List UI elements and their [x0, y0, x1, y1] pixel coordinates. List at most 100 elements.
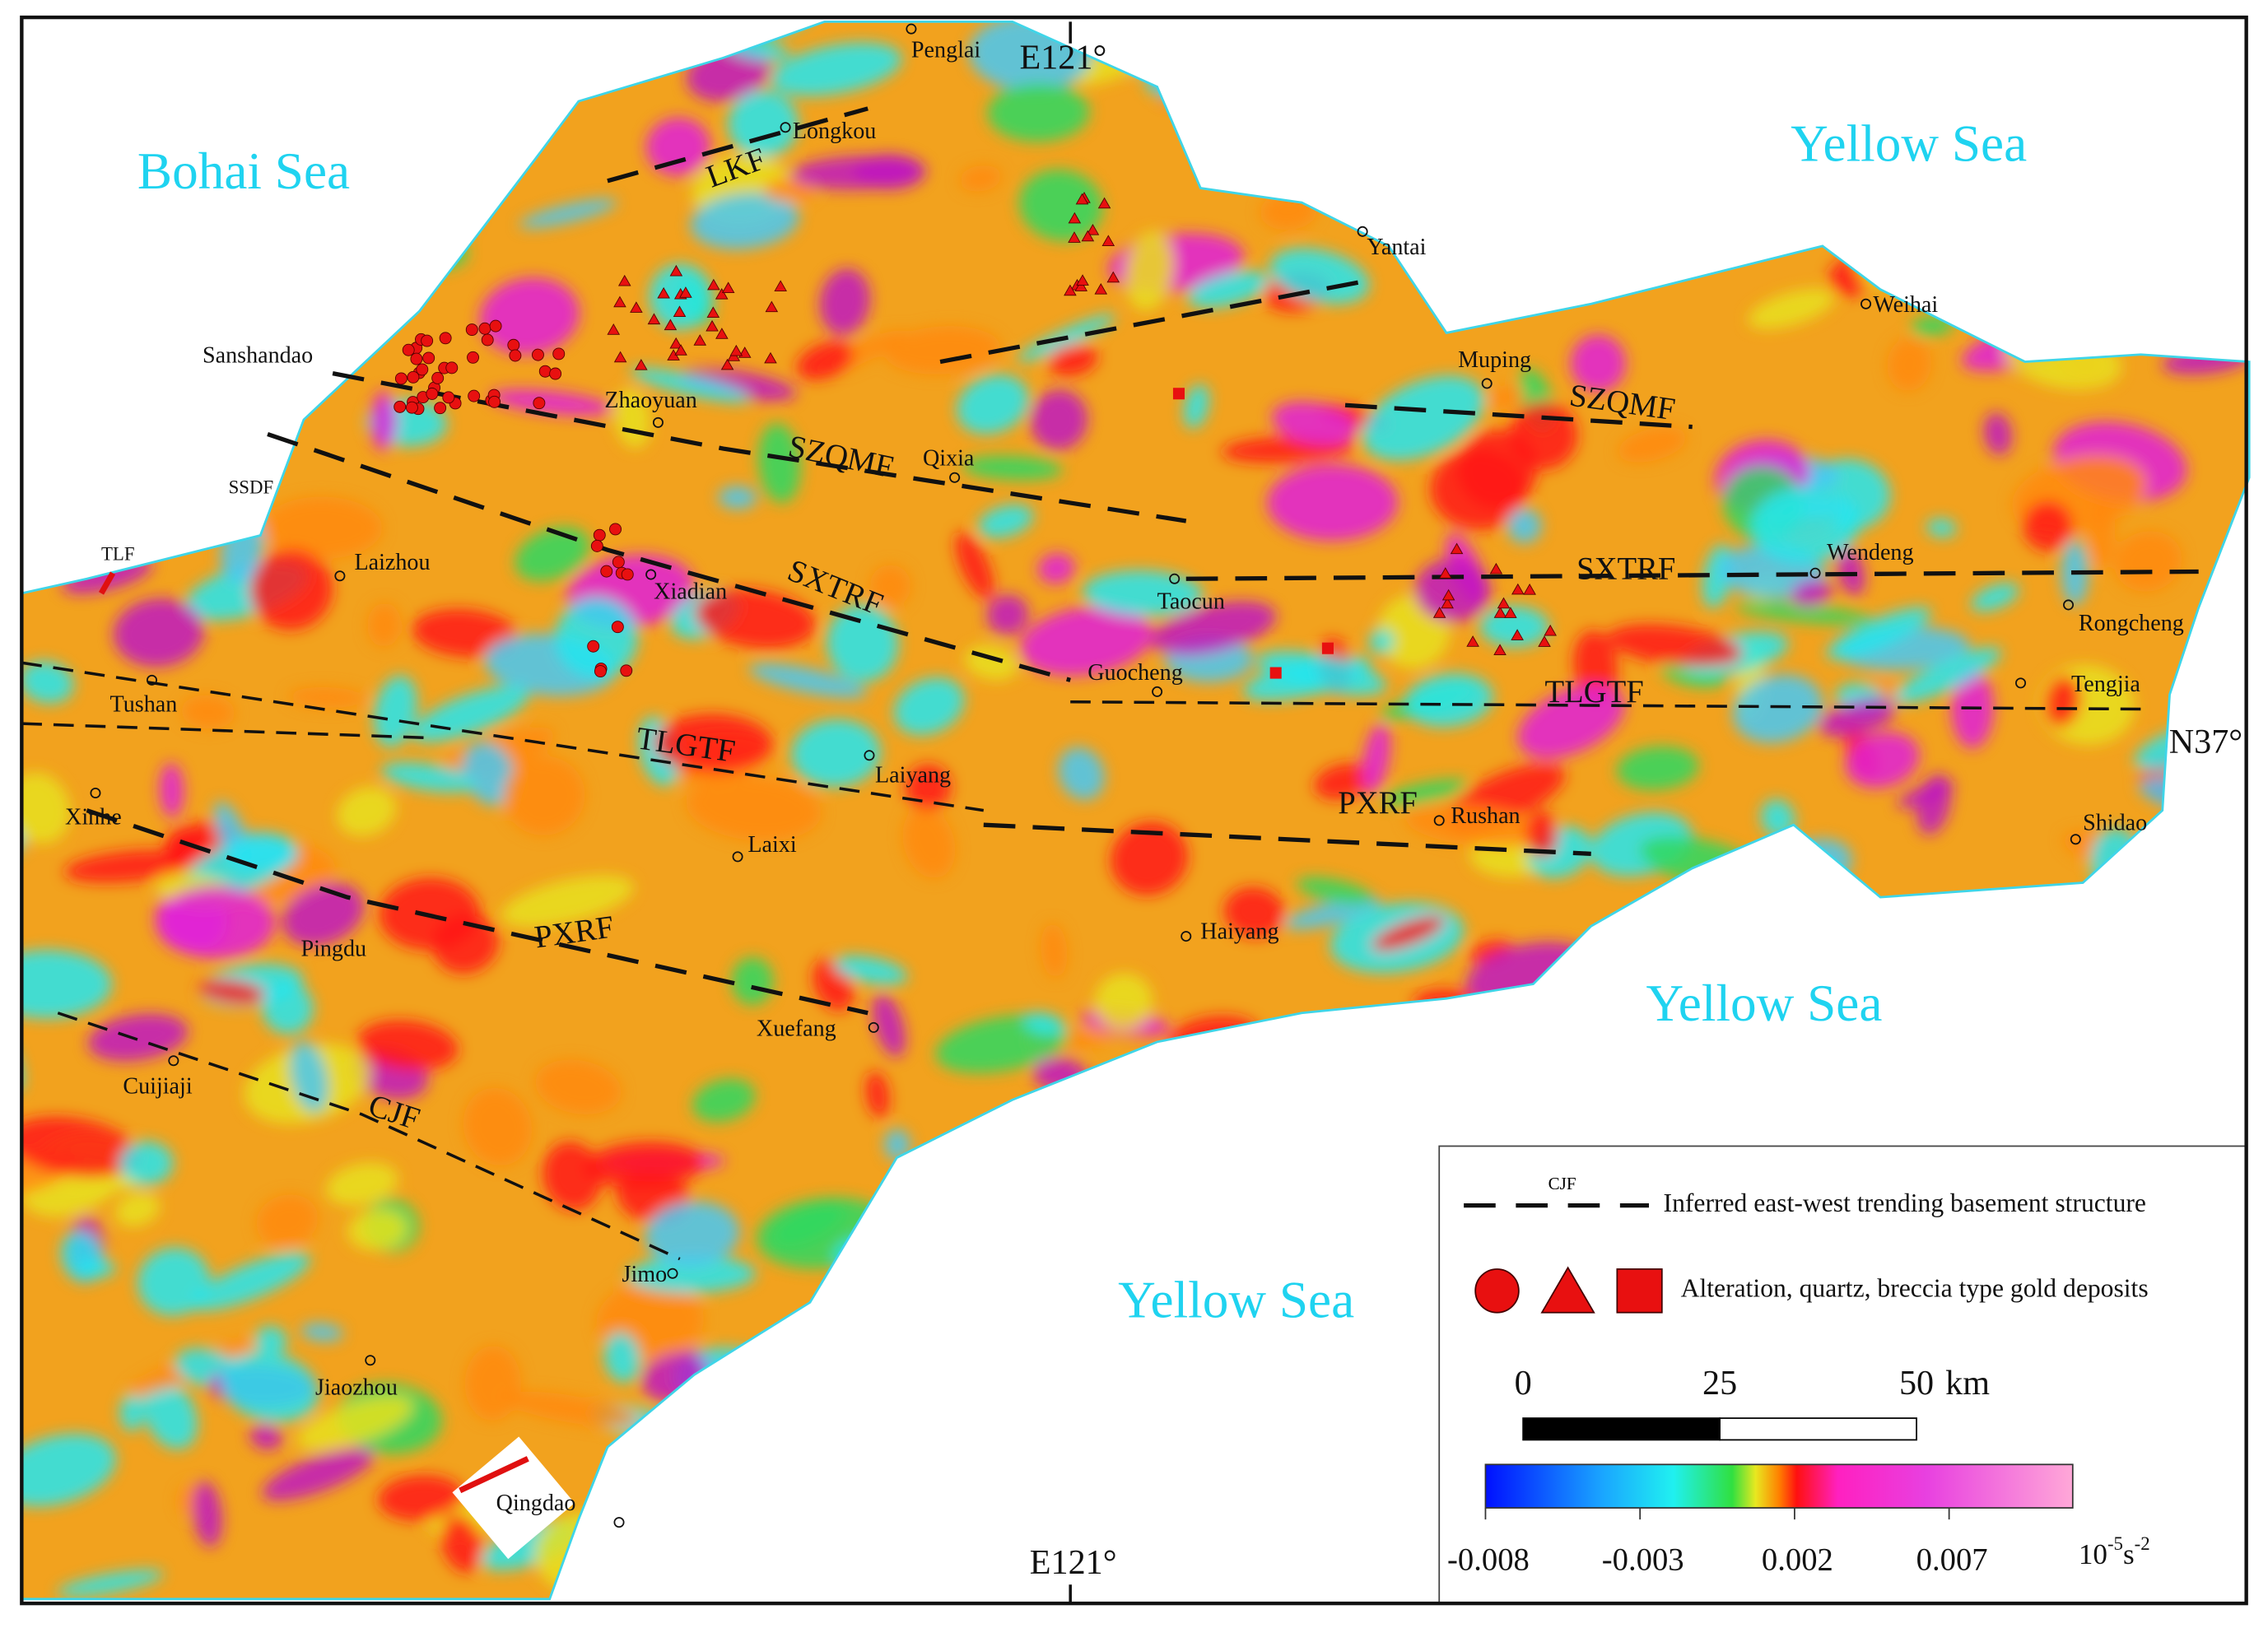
legend-square-deposit [1616, 1268, 1663, 1314]
anomaly-blob [543, 1141, 602, 1211]
gold-deposit [1441, 597, 1454, 609]
gold-deposit [488, 395, 501, 408]
anomaly-blob [1094, 973, 1153, 1030]
gold-deposit [416, 363, 429, 376]
city-marker [1152, 686, 1163, 697]
scale-bar-segment [1522, 1417, 1721, 1441]
gold-deposit [715, 287, 729, 300]
gold-deposit [1075, 193, 1089, 205]
gold-deposit [647, 313, 661, 325]
anomaly-blob [373, 675, 417, 747]
gold-deposit [531, 348, 544, 361]
gold-deposit [611, 621, 624, 634]
gold-deposit [1076, 274, 1089, 286]
anomaly-blob [1269, 248, 1370, 305]
gold-deposit [600, 565, 613, 578]
anomaly-blob [1283, 896, 1381, 930]
city-label: Muping [1458, 347, 1531, 373]
gold-deposit [720, 358, 734, 370]
coordinate-label: N37° [2169, 723, 2242, 761]
sea-label: Bohai Sea [137, 142, 350, 200]
anomaly-blob [962, 455, 1063, 481]
city-marker [146, 674, 157, 686]
anomaly-blob [1271, 401, 1358, 446]
anomaly-blob [1570, 334, 1626, 393]
anomaly-blob [654, 714, 773, 774]
gold-deposit [764, 351, 777, 364]
gold-deposit [1106, 271, 1120, 283]
sea-label: Yellow Sea [1118, 1271, 1354, 1328]
fault-label: PXRF [1338, 786, 1418, 821]
anomaly-blob [1372, 915, 1445, 951]
anomaly-blob [21, 950, 112, 1019]
anomaly-blob [1362, 722, 1391, 794]
gold-deposit [1068, 231, 1081, 243]
anomaly-blob [819, 268, 871, 335]
gold-deposit [468, 389, 481, 402]
anomaly-blob [21, 1116, 139, 1179]
anomaly-blob [1362, 375, 1485, 461]
anomaly-blob [370, 390, 397, 451]
fault-line [21, 722, 435, 740]
qingdao-inset [452, 1436, 575, 1560]
city-marker [1481, 378, 1493, 389]
city-marker [906, 23, 917, 35]
gold-deposit [1097, 197, 1111, 209]
anomaly-blob [412, 608, 519, 658]
anomaly-blob [645, 117, 711, 176]
gold-deposit [431, 371, 445, 384]
scale-bar-label: 50 [1899, 1364, 1934, 1402]
anomaly-blob [884, 326, 1001, 374]
gold-deposit [402, 343, 415, 356]
anomaly-blob [1019, 606, 1153, 677]
color-bar [1484, 1463, 2074, 1509]
anomaly-blob [791, 719, 881, 788]
anomaly-blob [296, 1396, 412, 1450]
anomaly-blob [771, 42, 902, 96]
anomaly-blob [690, 192, 799, 249]
city-marker [868, 1021, 879, 1033]
anomaly-blob [262, 1447, 375, 1501]
city-label: Guocheng [1087, 660, 1182, 686]
gold-deposit [673, 305, 687, 318]
anomaly-blob [1047, 343, 1098, 377]
city-label: Longkou [793, 119, 876, 144]
city-label: Yantai [1367, 235, 1426, 260]
city-label: Xiadian [654, 579, 727, 604]
anomaly-blob [462, 741, 516, 806]
anomaly-blob [249, 1423, 283, 1450]
anomaly-blob [198, 979, 266, 1005]
anomaly-blob [1368, 629, 1395, 654]
gold-deposit [1450, 542, 1464, 555]
thin-fault-lines [21, 661, 2141, 1261]
anomaly-blob [790, 156, 927, 190]
city-marker [2070, 834, 2081, 845]
anomaly-blob [1183, 384, 1209, 429]
gold-deposit [620, 664, 633, 677]
gold-deposit [1538, 635, 1551, 647]
anomaly-blob [254, 1325, 287, 1356]
anomaly-blob [1058, 747, 1105, 800]
anomaly-blob [1983, 412, 2013, 456]
fault-line [86, 808, 869, 1016]
anomaly-blob [718, 486, 757, 509]
city-label: Qingdao [496, 1491, 576, 1516]
city-marker [2063, 599, 2075, 611]
city-label: Zhaoyuan [604, 388, 696, 413]
city-label: Weihai [1873, 292, 1938, 318]
anomaly-blob [1030, 389, 1088, 450]
city-label: Xuefang [757, 1016, 836, 1041]
anomaly-blob [748, 663, 868, 699]
city-marker [334, 570, 346, 582]
sea-label: Yellow Sea [1646, 974, 1882, 1032]
anomaly-blob [1297, 877, 1372, 905]
anomaly-blob [1314, 763, 1373, 800]
city-marker [652, 416, 664, 428]
anomaly-blob [1607, 624, 1743, 667]
anomaly-blob [884, 1128, 910, 1161]
anomaly-blob [1826, 607, 1931, 660]
anomaly-blob [262, 496, 383, 559]
gold-deposit [613, 351, 627, 363]
